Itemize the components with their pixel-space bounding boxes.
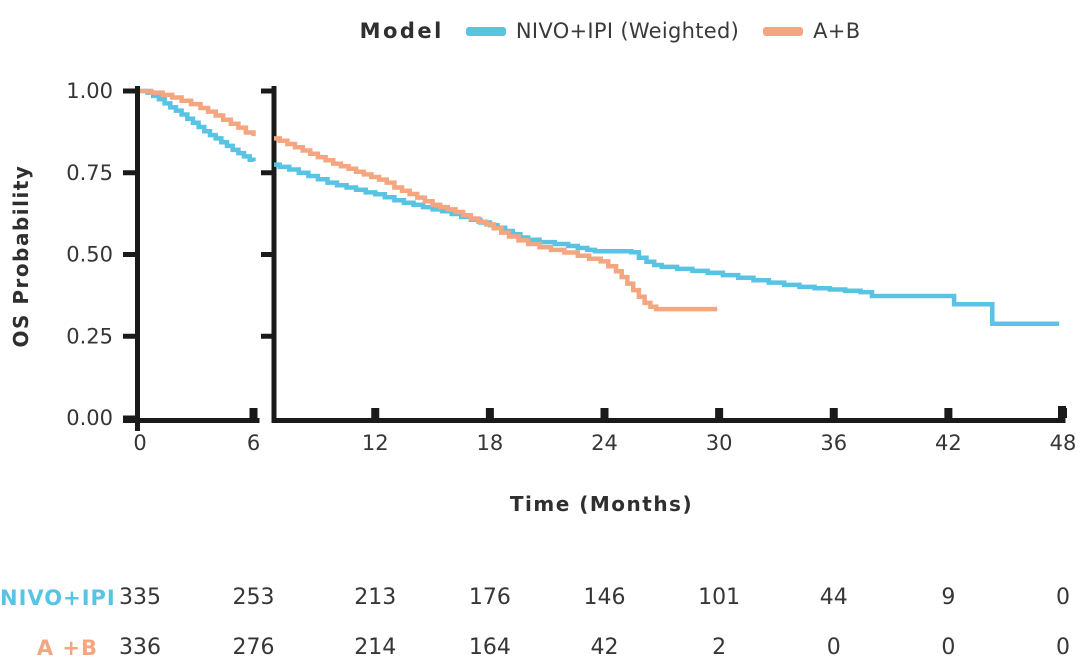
svg-text:1.00: 1.00 <box>66 79 113 103</box>
svg-text:30: 30 <box>706 431 733 455</box>
svg-text:0.25: 0.25 <box>66 324 113 348</box>
risk-count: 176 <box>468 585 511 610</box>
svg-text:18: 18 <box>477 431 504 455</box>
x-axis-title: Time (Months) <box>509 492 694 516</box>
risk-row-label-a-plus-b: A +B <box>36 636 98 660</box>
svg-text:12: 12 <box>362 431 389 455</box>
risk-count: 336 <box>119 635 161 660</box>
risk-count: 42 <box>590 635 619 660</box>
risk-count: 214 <box>354 635 397 660</box>
risk-count: 164 <box>468 635 511 660</box>
svg-text:48: 48 <box>1050 431 1077 455</box>
legend-label-a-plus-b: A+B <box>813 19 861 43</box>
risk-count: 335 <box>119 585 161 610</box>
risk-row-a-plus-b: A +B 336 276 214 164 42 2 0 0 0 <box>0 634 1080 662</box>
risk-count: 276 <box>232 635 275 660</box>
risk-count: 0 <box>941 635 956 660</box>
series-nivo-ipi-weighted <box>140 88 1060 327</box>
svg-text:36: 36 <box>820 431 847 455</box>
svg-text:0.00: 0.00 <box>66 406 113 430</box>
survival-plot-canvas: 0.00 0.25 0.50 0.75 1.00 0 6 12 18 24 30 36 42 48 <box>66 79 1076 455</box>
svg-text:0: 0 <box>133 431 146 455</box>
risk-count: 0 <box>1056 585 1070 610</box>
svg-text:0.75: 0.75 <box>66 161 113 185</box>
legend-swatch-a-plus-b <box>763 26 804 36</box>
legend-label-nivo-ipi-weighted: NIVO+IPI (Weighted) <box>515 19 740 43</box>
svg-text:6: 6 <box>247 431 260 455</box>
risk-count: 44 <box>819 585 848 610</box>
legend: Model NIVO+IPI (Weighted) A+B <box>140 16 1080 46</box>
risk-count: 146 <box>583 585 626 610</box>
risk-row-nivo-ipi: NIVO+IPI 335 253 213 176 146 101 44 9 0 <box>0 584 1080 612</box>
risk-count: 9 <box>941 585 956 610</box>
svg-text:42: 42 <box>935 431 962 455</box>
legend-title: Model <box>359 19 444 43</box>
series-a-plus-b <box>140 88 718 312</box>
x-tick-labels: 0 6 12 18 24 30 36 42 48 <box>133 431 1076 455</box>
risk-count: 0 <box>826 635 841 660</box>
risk-count: 213 <box>354 585 397 610</box>
legend-swatch-nivo-ipi-weighted <box>465 26 506 36</box>
risk-count: 2 <box>712 635 727 660</box>
risk-count: 253 <box>232 585 275 610</box>
svg-text:0.50: 0.50 <box>66 243 113 267</box>
risk-count: 101 <box>698 585 741 610</box>
risk-row-label-nivo-ipi: NIVO+IPI <box>0 586 116 610</box>
axes: 0.00 0.25 0.50 0.75 1.00 <box>66 79 1067 431</box>
risk-count: 0 <box>1056 635 1070 660</box>
svg-text:24: 24 <box>591 431 618 455</box>
